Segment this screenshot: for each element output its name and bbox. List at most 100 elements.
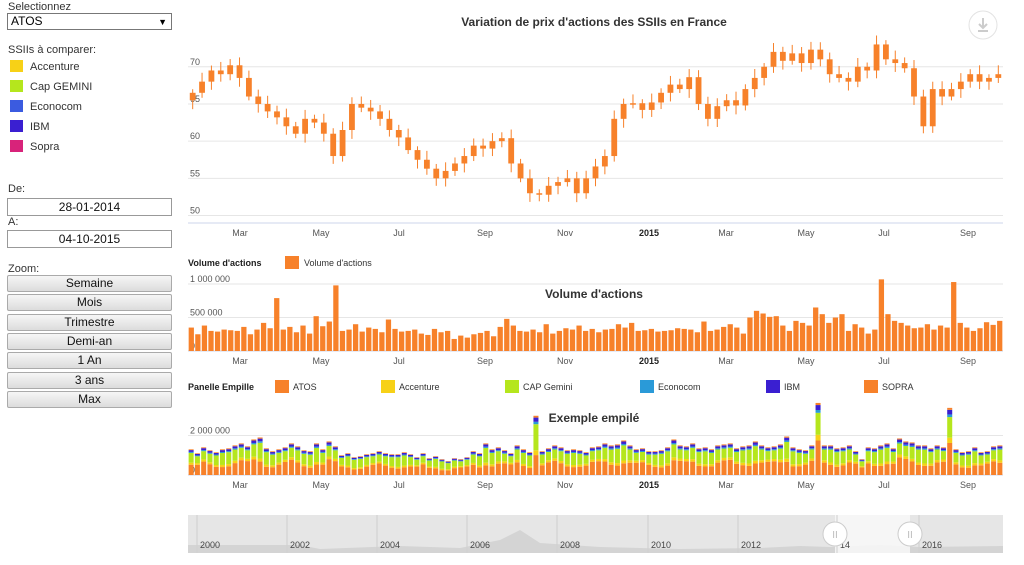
candle-body[interactable] [527,178,533,194]
candle-body[interactable] [864,66,871,71]
stacked-segment[interactable] [865,447,871,449]
stacked-segment[interactable] [514,445,520,447]
stacked-segment[interactable] [332,461,338,475]
stacked-segment[interactable] [790,466,796,475]
stacked-segment[interactable] [734,463,740,475]
candle-body[interactable] [986,77,992,82]
volume-bar[interactable] [957,322,963,351]
stacked-segment[interactable] [357,468,363,475]
stacked-segment[interactable] [853,454,859,462]
candle-body[interactable] [320,122,327,134]
candle-body[interactable] [217,70,224,75]
stacked-segment[interactable] [671,439,677,441]
candle-body[interactable] [470,145,477,157]
candle-body[interactable] [442,170,449,179]
stacked-segment[interactable] [903,441,909,443]
stacked-segment[interactable] [633,462,639,475]
stacked-segment[interactable] [991,461,997,475]
stacked-segment[interactable] [483,444,489,447]
stacked-segment[interactable] [947,414,953,418]
volume-bar[interactable] [451,338,457,351]
stacked-segment[interactable] [903,458,909,475]
stacked-segment[interactable] [859,459,865,461]
stacked-segment[interactable] [351,459,357,469]
stacked-segment[interactable] [683,447,689,450]
stacked-segment[interactable] [445,461,451,463]
stacked-segment[interactable] [828,449,834,463]
stacked-segment[interactable] [489,451,495,453]
stacked-segment[interactable] [320,450,326,452]
stacked-segment[interactable] [897,457,903,475]
stacked-segment[interactable] [589,447,595,449]
stacked-segment[interactable] [715,448,721,450]
volume-bar[interactable] [583,330,589,351]
stacked-segment[interactable] [690,459,696,462]
stacked-segment[interactable] [470,453,476,455]
volume-bar[interactable] [313,316,319,351]
stacked-segment[interactable] [671,460,677,475]
volume-bar[interactable] [208,330,214,351]
candle-body[interactable] [292,126,299,134]
stacked-segment[interactable] [997,462,1003,475]
stacked-segment[interactable] [552,449,558,459]
stacked-segment[interactable] [972,465,978,475]
range-navigator[interactable]: 2000 2002 2004 2006 2008 2010 2012 14 2016 II II [188,515,1003,553]
zoom-button-demi-an[interactable]: Demi-an [7,332,172,350]
volume-bar[interactable] [642,330,648,351]
stacked-segment[interactable] [408,457,414,465]
stacked-segment[interactable] [188,449,194,451]
stacked-segment[interactable] [671,444,677,458]
stacked-segment[interactable] [245,449,251,451]
stacked-segment[interactable] [545,452,551,461]
stacked-segment[interactable] [552,458,558,461]
stacked-legend-entry[interactable]: CAP Gemini [523,382,572,392]
stacked-segment[interactable] [602,446,608,448]
stacked-segment[interactable] [219,449,225,451]
stacked-segment[interactable] [502,451,508,453]
stacked-segment[interactable] [608,446,614,449]
stacked-segment[interactable] [213,454,219,456]
stacked-segment[interactable] [357,456,363,459]
stacked-segment[interactable] [439,459,445,460]
stacked-segment[interactable] [796,451,802,453]
stacked-segment[interactable] [702,466,708,475]
stacked-segment[interactable] [257,438,263,442]
stacked-segment[interactable] [508,453,514,454]
volume-bar[interactable] [983,322,990,351]
volume-bar[interactable] [721,326,727,351]
stacked-segment[interactable] [245,461,251,475]
stacked-segment[interactable] [558,460,564,464]
candle-body[interactable] [658,92,664,103]
stacked-segment[interactable] [853,461,859,464]
stacked-segment[interactable] [646,464,652,475]
stacked-segment[interactable] [646,453,652,455]
candle-body[interactable] [639,103,646,110]
stacked-segment[interactable] [345,465,351,468]
export-button[interactable] [968,10,998,40]
stacked-segment[interactable] [276,462,282,465]
stacked-segment[interactable] [483,447,489,463]
stacked-segment[interactable] [796,450,802,452]
stacked-segment[interactable] [508,464,514,475]
stacked-segment[interactable] [947,407,953,410]
stacked-segment[interactable] [389,457,395,466]
stacked-segment[interactable] [690,461,696,475]
stacked-segment[interactable] [646,463,652,465]
stacked-segment[interactable] [339,457,345,458]
stacked-segment[interactable] [683,450,689,459]
stacked-segment[interactable] [915,445,921,447]
stacked-segment[interactable] [815,405,821,410]
stacked-segment[interactable] [270,454,276,466]
stacked-segment[interactable] [339,457,345,465]
stacked-segment[interactable] [828,445,834,447]
stacked-segment[interactable] [226,449,232,452]
stacked-segment[interactable] [539,465,545,475]
stacked-segment[interactable] [520,452,526,464]
stacked-segment[interactable] [658,467,664,475]
stacked-segment[interactable] [790,447,796,449]
stacked-segment[interactable] [420,462,426,465]
stacked-segment[interactable] [558,450,564,452]
stacked-segment[interactable] [652,454,658,465]
stacked-segment[interactable] [533,421,539,425]
stacked-segment[interactable] [583,454,589,456]
